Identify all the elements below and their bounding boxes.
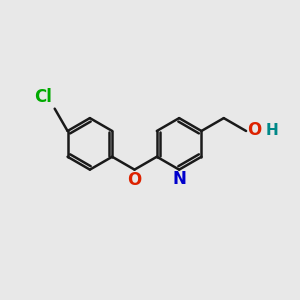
Text: N: N [172,170,186,188]
Text: O: O [128,171,142,189]
Text: Cl: Cl [34,88,52,106]
Text: O: O [247,122,261,140]
Text: H: H [266,123,278,138]
